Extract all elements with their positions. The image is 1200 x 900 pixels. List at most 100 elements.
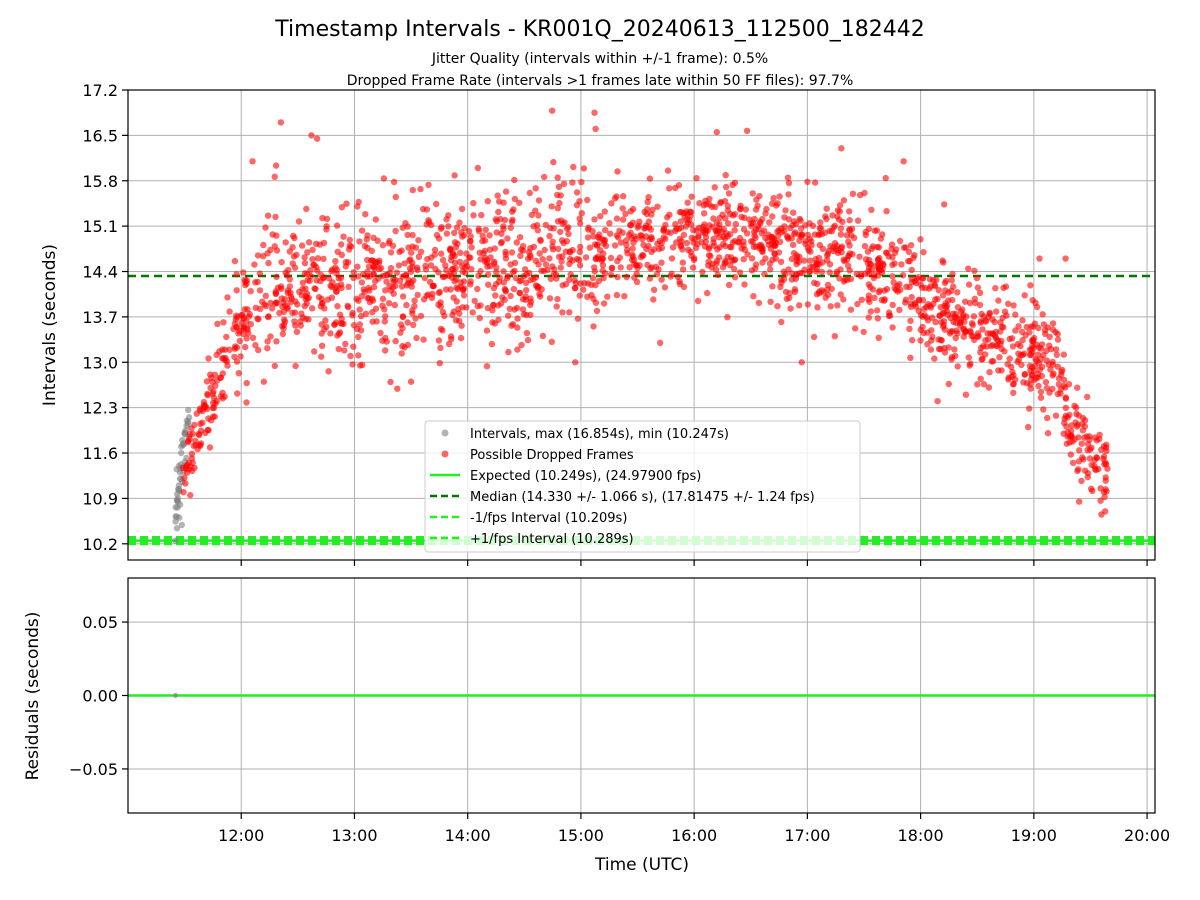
- dropped-frame-point: [590, 323, 597, 330]
- dropped-frame-point: [1009, 343, 1017, 350]
- dropped-frame-point: [415, 237, 422, 244]
- dropped-frame-point: [907, 354, 914, 361]
- dropped-frame-point: [423, 206, 431, 213]
- dropped-frame-point: [613, 215, 621, 222]
- dropped-frame-point: [458, 322, 465, 329]
- dropped-frame-point: [467, 281, 474, 288]
- legend-entry-expected: Expected (10.249s), (24.97900 fps): [430, 469, 701, 484]
- dropped-frame-point: [479, 237, 486, 245]
- dropped-frame-point: [715, 224, 723, 232]
- dropped-frame-point: [501, 285, 508, 293]
- dropped-frame-point: [693, 175, 700, 182]
- dropped-frame-point: [769, 283, 776, 290]
- dropped-frame-point: [601, 237, 608, 245]
- dropped-frame-point: [1086, 455, 1094, 462]
- dropped-frame-point: [916, 297, 923, 304]
- dropped-frame-point: [811, 179, 819, 186]
- dropped-frame-point: [1026, 346, 1034, 353]
- dropped-frame-point: [521, 266, 529, 273]
- dropped-frame-point: [592, 299, 600, 306]
- dropped-frame-point: [841, 276, 849, 283]
- dropped-frame-point: [869, 243, 876, 250]
- dropped-frame-point: [576, 215, 583, 222]
- dropped-frame-point: [686, 216, 693, 224]
- dropped-frame-point: [307, 267, 314, 274]
- dropped-frame-point: [390, 178, 398, 186]
- dropped-frame-point: [460, 278, 468, 285]
- dropped-frame-point: [301, 260, 309, 267]
- dropped-frame-point: [836, 202, 844, 209]
- dropped-frame-point: [782, 207, 789, 214]
- dropped-frame-point: [620, 193, 627, 200]
- dropped-frame-point: [199, 419, 206, 426]
- dropped-frame-point: [247, 321, 254, 328]
- dropped-frame-point: [995, 367, 1002, 374]
- dropped-frame-point: [716, 234, 723, 241]
- dropped-frame-point: [373, 258, 380, 266]
- dropped-frame-point: [629, 256, 636, 264]
- dropped-frame-point: [794, 254, 801, 262]
- legend: Intervals, max (16.854s), min (10.247s) …: [424, 420, 861, 553]
- dropped-frame-point: [485, 281, 492, 288]
- dropped-frame-point: [1061, 419, 1068, 427]
- dropped-frame-point: [692, 244, 700, 252]
- dropped-frame-point: [619, 205, 626, 212]
- dropped-frame-point: [847, 306, 855, 313]
- dropped-frame-point: [542, 221, 549, 229]
- dropped-frame-point: [532, 282, 540, 289]
- dropped-frame-point: [868, 206, 875, 213]
- dropped-frame-point: [486, 246, 494, 253]
- dropped-frame-point: [658, 259, 665, 266]
- dropped-frame-point: [1054, 363, 1062, 370]
- dropped-frame-point: [513, 304, 521, 312]
- dropped-frame-point: [467, 237, 474, 245]
- dropped-frame-point: [716, 254, 723, 261]
- dropped-frame-point: [1009, 368, 1016, 376]
- dropped-frame-point: [399, 342, 406, 350]
- dropped-frame-point: [867, 308, 875, 315]
- dropped-frame-point: [356, 306, 363, 313]
- dropped-frame-point: [824, 250, 832, 257]
- legend-marker-dropped: [441, 450, 449, 458]
- dropped-frame-point: [232, 343, 239, 350]
- dropped-frame-point: [854, 217, 862, 224]
- dropped-frame-point: [347, 352, 354, 360]
- dropped-frame-point: [333, 222, 341, 229]
- dropped-frame-point: [1062, 255, 1069, 262]
- x-tick-label: 12:00: [218, 826, 264, 845]
- dropped-frame-point: [931, 281, 938, 289]
- dropped-frame-point: [412, 244, 420, 251]
- dropped-frame-point: [523, 329, 531, 337]
- dropped-frame-point: [966, 362, 973, 369]
- dropped-frame-point: [445, 212, 452, 219]
- dropped-frame-point: [484, 198, 491, 205]
- dropped-frame-point: [414, 291, 421, 299]
- dropped-frame-point: [1097, 497, 1104, 504]
- dropped-frame-point: [688, 193, 695, 200]
- dropped-frame-point: [790, 209, 797, 216]
- dropped-frame-point: [557, 264, 564, 271]
- dropped-frame-point: [920, 329, 927, 337]
- residuals-y-axis-label: Residuals (seconds): [23, 612, 43, 781]
- dropped-frame-point: [493, 269, 500, 276]
- dropped-frame-point: [1036, 366, 1044, 373]
- dropped-frame-point: [514, 346, 521, 353]
- dropped-frame-point: [907, 242, 915, 249]
- dropped-frame-point: [247, 288, 254, 295]
- dropped-frame-point: [242, 343, 249, 351]
- dropped-frame-point: [658, 276, 665, 283]
- dropped-frame-point: [577, 243, 584, 251]
- dropped-frame-point: [624, 250, 631, 257]
- dropped-frame-point: [1021, 370, 1029, 378]
- dropped-frame-point: [506, 305, 513, 312]
- dropped-frame-point: [291, 309, 299, 316]
- dropped-frame-point: [597, 213, 604, 220]
- dropped-frame-point: [722, 242, 729, 250]
- dropped-frame-point: [500, 223, 507, 230]
- dropped-frame-point: [532, 185, 539, 192]
- dropped-frame-point: [713, 128, 720, 136]
- dropped-frame-point: [781, 223, 788, 230]
- dropped-frame-point: [532, 257, 539, 264]
- dropped-frame-point: [985, 336, 992, 343]
- dropped-frame-point: [801, 266, 808, 273]
